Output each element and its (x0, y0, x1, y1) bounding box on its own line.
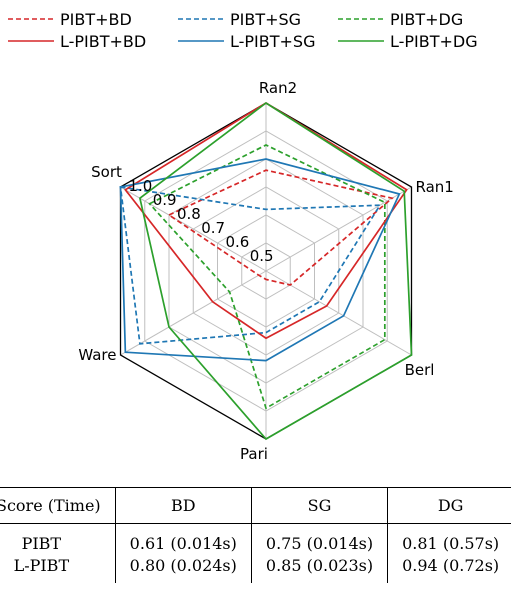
table-row: L-PIBT 0.80 (0.024s) 0.85 (0.023s) 0.94 … (0, 554, 511, 583)
radial-tick-label: 0.9 (153, 191, 177, 209)
legend-label: PIBT+BD (60, 10, 132, 29)
row-label: PIBT (0, 523, 116, 554)
table-cell: 0.85 (0.023s) (251, 554, 389, 583)
score-table-container: Score (Time) BD SG DG PIBT 0.61 (0.014s)… (0, 487, 511, 583)
axis-label-ware: Ware (78, 346, 116, 364)
radial-tick-label: 0.7 (201, 219, 225, 237)
table-header-score: Score (Time) (0, 487, 116, 524)
legend-label: L-PIBT+SG (230, 32, 315, 51)
series-pibt-dg (148, 144, 386, 410)
table-cell: 0.94 (0.72s) (402, 556, 500, 575)
radial-tick-label: 1.0 (129, 177, 153, 195)
table-cell: 0.75 (0.014s) (251, 523, 389, 554)
series-pibt-sg (119, 185, 382, 345)
table-cell: 0.81 (0.57s) (402, 534, 500, 553)
legend-label: L-PIBT+DG (390, 32, 478, 51)
radial-tick-label: 0.6 (226, 233, 250, 251)
table-header-bd: BD (115, 487, 252, 524)
grid-spoke (120, 270, 267, 356)
axis-label-sort: Sort (91, 163, 122, 181)
chart-legend: PIBT+BD PIBT+SG PIBT+DG L-PIBT+BD L-PIBT+SG L… (8, 10, 478, 51)
table-cell: 0.61 (0.014s) (115, 523, 252, 554)
series-pibt-bd (167, 169, 394, 286)
axis-label-ran2: Ran2 (259, 79, 297, 97)
grid-spoke (265, 186, 412, 272)
radial-tick-label: 0.8 (177, 205, 201, 223)
axis-label-pari: Pari (240, 445, 268, 463)
grid-spoke (120, 186, 267, 272)
radar-chart: 0.50.60.70.80.91.0 Sort Ran2 Ran1 Berl Pari Wa… (78, 79, 453, 463)
table-row: PIBT 0.61 (0.014s) 0.75 (0.014s) 0.81 (0… (0, 523, 511, 554)
table-header-dg: DG (437, 496, 464, 515)
axis-label-ran1: Ran1 (415, 178, 453, 196)
table-header-sg: SG (251, 487, 389, 524)
row-label: L-PIBT (0, 554, 116, 583)
table-header-row: Score (Time) BD SG DG (0, 487, 511, 524)
legend-label: PIBT+SG (230, 10, 301, 29)
radial-tick-label: 0.5 (250, 247, 274, 265)
series-l-pibt-sg (119, 158, 401, 362)
legend-label: PIBT+DG (390, 10, 463, 29)
score-table: Score (Time) BD SG DG PIBT 0.61 (0.014s)… (0, 487, 511, 583)
axis-label-berl: Berl (405, 361, 435, 379)
series-l-pibt-dg (138, 101, 413, 441)
legend-label: L-PIBT+BD (60, 32, 146, 51)
table-cell: 0.80 (0.024s) (115, 554, 252, 583)
